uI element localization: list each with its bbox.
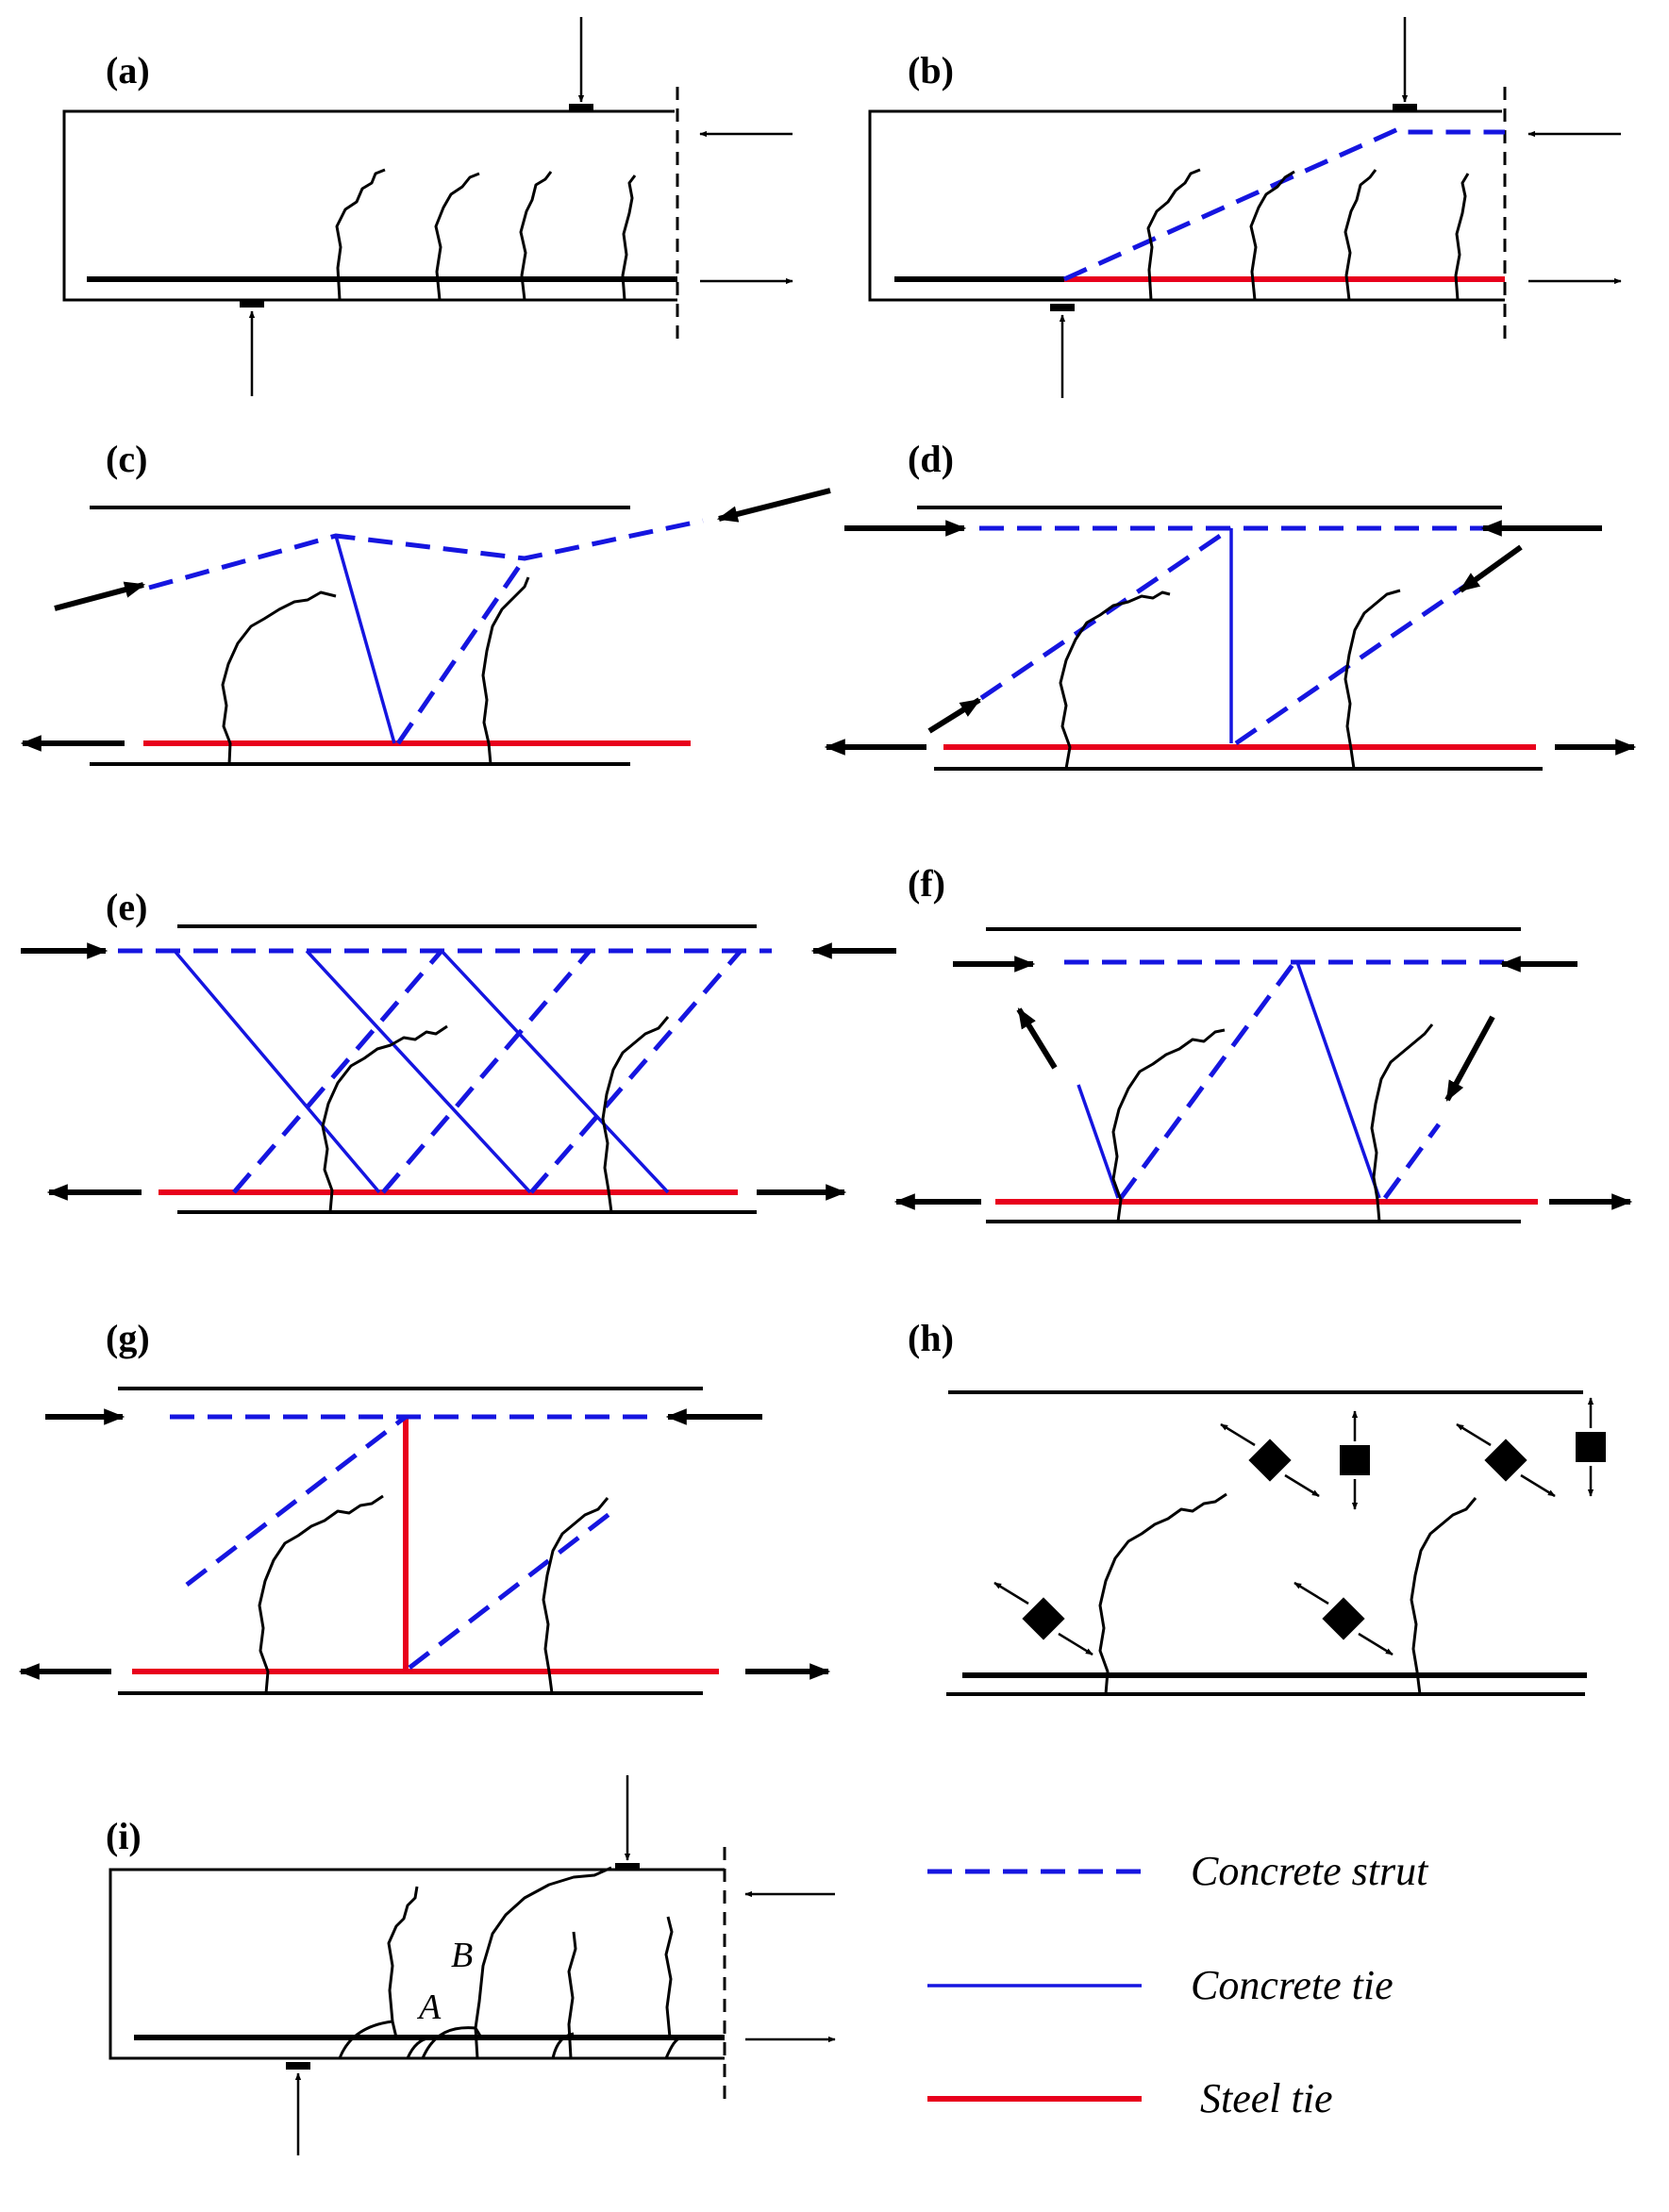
stress-element bbox=[993, 1581, 1093, 1656]
crack bbox=[421, 2026, 483, 2059]
support-plate bbox=[1050, 304, 1075, 311]
concrete-strut bbox=[185, 1415, 408, 1587]
crack bbox=[1249, 170, 1295, 301]
crack bbox=[1344, 169, 1377, 301]
concrete-strut bbox=[529, 949, 743, 1194]
panel-e: (e) bbox=[21, 886, 896, 1214]
crack bbox=[387, 1886, 419, 2022]
crack bbox=[481, 576, 530, 765]
crack bbox=[221, 590, 337, 765]
crack bbox=[1146, 168, 1201, 301]
crack-label-a: A bbox=[416, 1987, 442, 2027]
concrete-strut bbox=[1382, 1123, 1442, 1200]
concrete-strut bbox=[979, 525, 1233, 701]
concrete-tie bbox=[173, 949, 381, 1194]
strut-force-arrow bbox=[927, 697, 981, 734]
crack bbox=[338, 2020, 398, 2059]
panel-i-label: (i) bbox=[106, 1815, 142, 1857]
panel-h-label: (h) bbox=[908, 1317, 954, 1359]
panel-b: (b) bbox=[868, 17, 1622, 398]
panel-d-label: (d) bbox=[908, 438, 954, 480]
panel-f: (f) bbox=[893, 862, 1633, 1223]
concrete-strut bbox=[395, 557, 527, 745]
crack bbox=[335, 168, 386, 301]
panel-a-label: (a) bbox=[106, 49, 150, 91]
concrete-strut bbox=[232, 949, 443, 1194]
crack bbox=[474, 1866, 612, 2059]
crack bbox=[1059, 590, 1171, 770]
concrete-strut bbox=[381, 949, 592, 1194]
concrete-tie bbox=[1295, 961, 1381, 1199]
beam-outline bbox=[62, 109, 677, 302]
stress-element bbox=[1576, 1397, 1606, 1497]
crack bbox=[1370, 1023, 1434, 1222]
support-plate bbox=[240, 300, 264, 308]
legend: Concrete strut Concrete tie Steel tie bbox=[927, 1848, 1429, 2121]
crack bbox=[519, 171, 553, 301]
crack bbox=[664, 1916, 674, 2038]
strut-force-arrow bbox=[716, 488, 831, 523]
panel-c-label: (c) bbox=[106, 438, 147, 480]
crack bbox=[601, 1016, 670, 1213]
crack bbox=[1454, 173, 1470, 301]
panel-i: (i) B A bbox=[106, 1775, 836, 2155]
stress-element bbox=[1340, 1410, 1370, 1510]
stress-element bbox=[1293, 1581, 1394, 1656]
crack bbox=[1344, 589, 1401, 770]
crack bbox=[1098, 1492, 1227, 1695]
crack bbox=[567, 1931, 577, 2059]
support-plate bbox=[286, 2062, 310, 2070]
load-plate bbox=[569, 104, 593, 111]
panel-b-label: (b) bbox=[908, 49, 954, 91]
crack bbox=[542, 1497, 609, 1694]
concrete-strut bbox=[1118, 960, 1297, 1200]
tie-force-arrow bbox=[1016, 1007, 1058, 1070]
panel-g: (g) bbox=[18, 1317, 831, 1695]
crack bbox=[258, 1494, 384, 1694]
concrete-tie bbox=[1077, 1084, 1120, 1199]
panel-e-label: (e) bbox=[106, 886, 147, 928]
beam-outline bbox=[868, 109, 1505, 302]
panel-g-label: (g) bbox=[106, 1317, 150, 1359]
stress-element bbox=[1220, 1422, 1320, 1498]
load-plate bbox=[615, 1863, 640, 1871]
strut-force-arrow bbox=[1444, 1015, 1495, 1102]
crack-label-b: B bbox=[451, 1936, 473, 1975]
panel-d: (d) bbox=[824, 438, 1637, 771]
crack bbox=[434, 172, 480, 301]
strut-force-arrow bbox=[1459, 544, 1523, 593]
legend-strut-label: Concrete strut bbox=[1191, 1848, 1429, 1894]
crack bbox=[621, 175, 637, 301]
legend-concrete-tie-label: Concrete tie bbox=[1191, 1962, 1394, 2008]
crack bbox=[551, 2032, 575, 2059]
crack bbox=[664, 2036, 682, 2059]
panel-h: (h) bbox=[908, 1317, 1606, 1696]
concrete-tie bbox=[305, 949, 532, 1194]
concrete-strut bbox=[148, 518, 704, 590]
panel-a: (a) bbox=[62, 17, 793, 396]
strut-force-arrow bbox=[54, 581, 146, 611]
concrete-strut bbox=[1234, 571, 1485, 746]
crack bbox=[1410, 1497, 1477, 1695]
concrete-strut bbox=[408, 1505, 620, 1670]
stress-element bbox=[1456, 1422, 1556, 1498]
load-plate bbox=[1393, 104, 1417, 111]
concrete-strut bbox=[1062, 125, 1505, 282]
crack bbox=[321, 1024, 448, 1213]
panel-f-label: (f) bbox=[908, 862, 945, 905]
crack bbox=[406, 2036, 431, 2059]
beam-outline bbox=[108, 1868, 725, 2060]
crack bbox=[1111, 1028, 1226, 1222]
concrete-tie bbox=[440, 949, 670, 1194]
concrete-tie bbox=[334, 535, 396, 744]
legend-steel-tie-label: Steel tie bbox=[1200, 2075, 1333, 2121]
panel-c: (c) bbox=[20, 438, 831, 766]
